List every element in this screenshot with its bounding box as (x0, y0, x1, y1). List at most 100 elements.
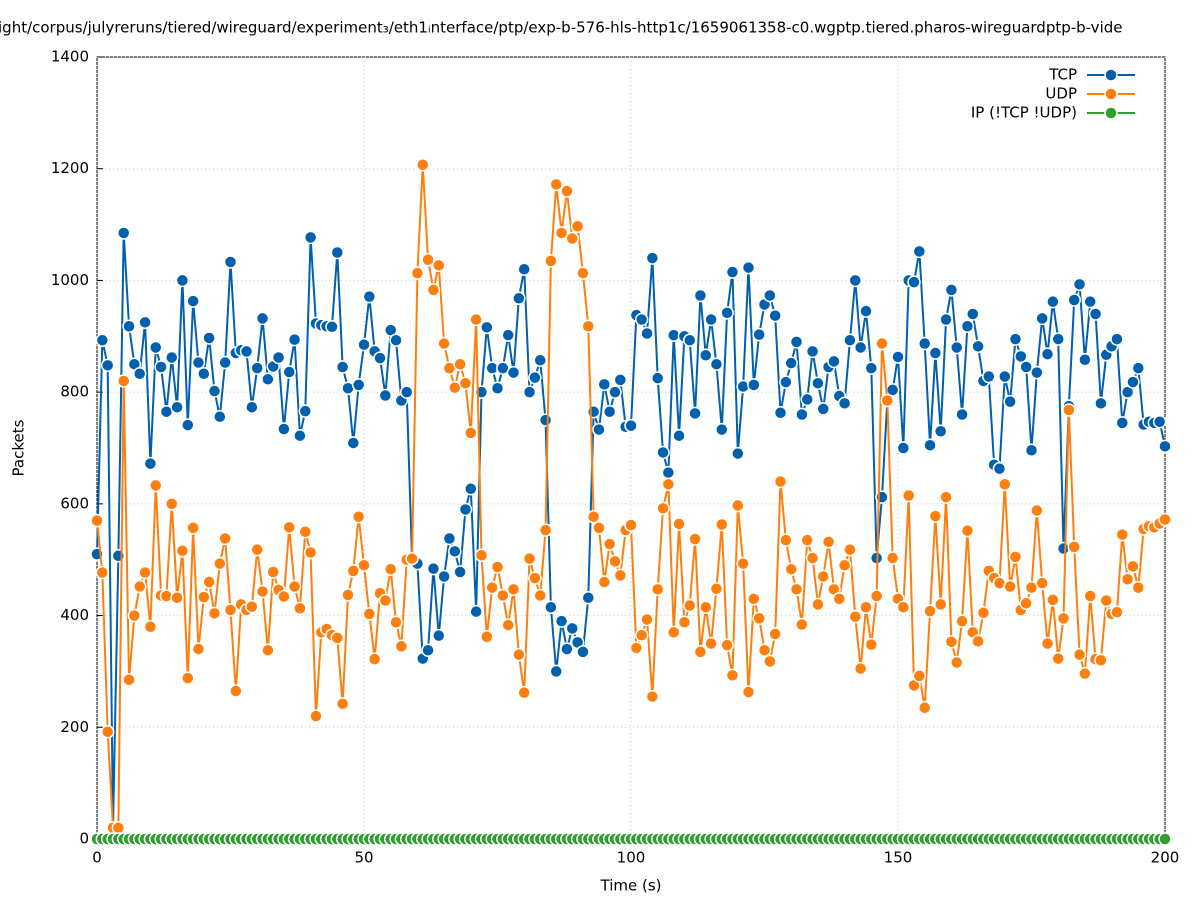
data-point (784, 562, 798, 576)
data-point (704, 636, 718, 651)
data-point (1035, 311, 1049, 326)
data-point (197, 366, 211, 381)
data-point (634, 628, 649, 642)
data-point (138, 315, 152, 330)
data-point (656, 501, 670, 516)
data-point (693, 645, 708, 659)
data-point (736, 556, 750, 571)
data-point (485, 580, 499, 595)
data-point (1110, 605, 1124, 619)
data-point (250, 542, 264, 557)
data-point (837, 396, 852, 411)
data-point (955, 614, 969, 628)
data-point (1019, 360, 1033, 374)
data-point (148, 340, 163, 355)
data-point (747, 378, 761, 392)
y-tick-label: 0 (79, 830, 89, 848)
data-point (522, 551, 537, 566)
data-point (538, 523, 553, 537)
data-point (480, 630, 494, 644)
data-point (116, 226, 131, 240)
data-point (533, 588, 547, 603)
data-point (426, 561, 441, 576)
series-line (96, 164, 1166, 829)
data-point (213, 556, 227, 571)
data-point (282, 365, 296, 379)
data-point (357, 558, 371, 573)
data-point (303, 230, 318, 245)
data-point (640, 326, 654, 341)
data-point (800, 533, 814, 547)
data-point (789, 582, 804, 597)
data-point (191, 355, 206, 370)
data-point (821, 535, 836, 549)
data-point (1014, 349, 1028, 364)
data-point (335, 360, 350, 374)
data-point (132, 579, 147, 594)
data-point (277, 589, 291, 604)
data-point (100, 358, 115, 373)
data-point (955, 407, 969, 422)
data-point (544, 254, 558, 268)
data-point (95, 333, 110, 347)
data-point (116, 374, 131, 388)
data-point (779, 533, 793, 547)
data-point (725, 265, 740, 279)
data-point (853, 340, 868, 355)
data-point (239, 344, 254, 359)
data-point (335, 697, 350, 711)
data-point (1003, 394, 1017, 409)
data-point (351, 378, 366, 392)
data-point (346, 564, 361, 578)
x-tick-label: 100 (617, 849, 646, 867)
data-point (549, 177, 563, 192)
data-point (293, 601, 307, 616)
data-point (896, 441, 911, 455)
data-point (186, 294, 200, 308)
data-point (597, 377, 612, 392)
data-point (752, 327, 766, 342)
data-point (624, 518, 638, 532)
data-point (699, 348, 713, 363)
data-point (853, 661, 868, 676)
data-point (805, 551, 820, 565)
data-point (378, 388, 393, 403)
data-point (1110, 332, 1124, 346)
data-point (1030, 365, 1044, 380)
data-point (399, 385, 414, 399)
data-point (367, 652, 382, 666)
data-point (998, 477, 1012, 492)
data-point (576, 266, 590, 280)
data-point (592, 521, 606, 535)
data-point (346, 436, 361, 450)
data-point (1126, 559, 1140, 574)
data-point (469, 604, 483, 619)
data-point (100, 725, 115, 739)
data-point (656, 445, 670, 460)
data-point (629, 641, 644, 655)
data-point (325, 320, 339, 334)
data-point (197, 590, 211, 604)
data-point (1115, 416, 1130, 430)
data-point (880, 393, 895, 408)
data-point (837, 558, 852, 573)
data-point (586, 509, 601, 524)
data-point (538, 413, 553, 427)
data-point (709, 582, 724, 596)
data-point (688, 532, 702, 546)
data-point (645, 689, 660, 704)
data-point (1072, 647, 1087, 662)
data-point (720, 638, 734, 652)
data-point (122, 319, 136, 333)
data-point (912, 669, 927, 683)
data-point (613, 373, 628, 387)
data-point (1072, 277, 1087, 292)
data-point (442, 531, 457, 546)
data-point (949, 340, 964, 355)
data-point (859, 304, 873, 318)
data-point (373, 351, 387, 365)
data-point (650, 371, 665, 385)
data-point (763, 654, 777, 669)
legend-label: TCP (1048, 66, 1077, 84)
